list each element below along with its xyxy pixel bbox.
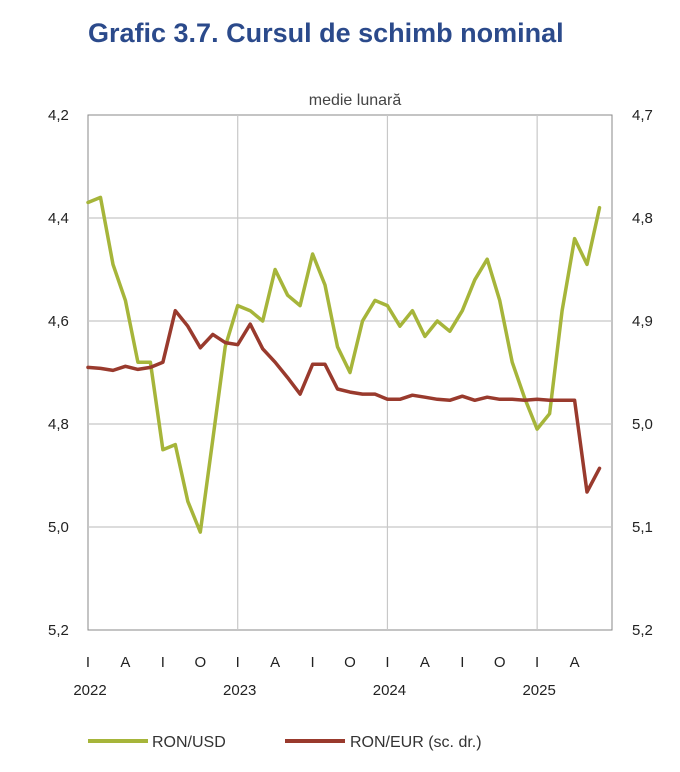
legend-label-ron-usd: RON/USD <box>152 734 226 751</box>
right-axis-tick-label: 4,7 <box>632 107 653 124</box>
year-label: 2025 <box>522 682 555 699</box>
x-tick-label: I <box>236 654 240 671</box>
left-axis-tick-label: 5,2 <box>48 622 69 639</box>
chart-subtitle: medie lunară <box>309 92 402 109</box>
x-tick-label: I <box>161 654 165 671</box>
x-tick-label: I <box>460 654 464 671</box>
year-label: 2023 <box>223 682 256 699</box>
right-axis-tick-label: 5,2 <box>632 622 653 639</box>
x-tick-label: O <box>494 654 506 671</box>
left-axis-tick-label: 4,6 <box>48 313 69 330</box>
x-tick-label: I <box>385 654 389 671</box>
x-tick-label: A <box>420 654 430 671</box>
left-axis-tick-label: 5,0 <box>48 519 69 536</box>
left-axis-tick-label: 4,8 <box>48 416 69 433</box>
right-axis-tick-label: 4,9 <box>632 313 653 330</box>
year-label: 2022 <box>73 682 106 699</box>
legend-label-ron-eur: RON/EUR (sc. dr.) <box>350 734 482 751</box>
chart-title: Grafic 3.7. Cursul de schimb nominal <box>88 18 564 48</box>
left-axis-tick-label: 4,4 <box>48 210 69 227</box>
x-tick-label: A <box>570 654 580 671</box>
left-axis-tick-label: 4,2 <box>48 107 69 124</box>
x-tick-label: I <box>86 654 90 671</box>
ron-usd-line <box>86 195 602 534</box>
x-tick-label: O <box>344 654 356 671</box>
x-tick-label: O <box>194 654 206 671</box>
x-tick-label: A <box>120 654 130 671</box>
ron-eur-line <box>86 308 602 494</box>
right-axis-tick-label: 4,8 <box>632 210 653 227</box>
plot-frame <box>87 114 613 631</box>
right-axis-tick-label: 5,0 <box>632 416 653 433</box>
right-axis-tick-label: 5,1 <box>632 519 653 536</box>
x-tick-label: I <box>535 654 539 671</box>
year-label: 2024 <box>373 682 406 699</box>
x-tick-label: A <box>270 654 280 671</box>
x-tick-label: I <box>310 654 314 671</box>
